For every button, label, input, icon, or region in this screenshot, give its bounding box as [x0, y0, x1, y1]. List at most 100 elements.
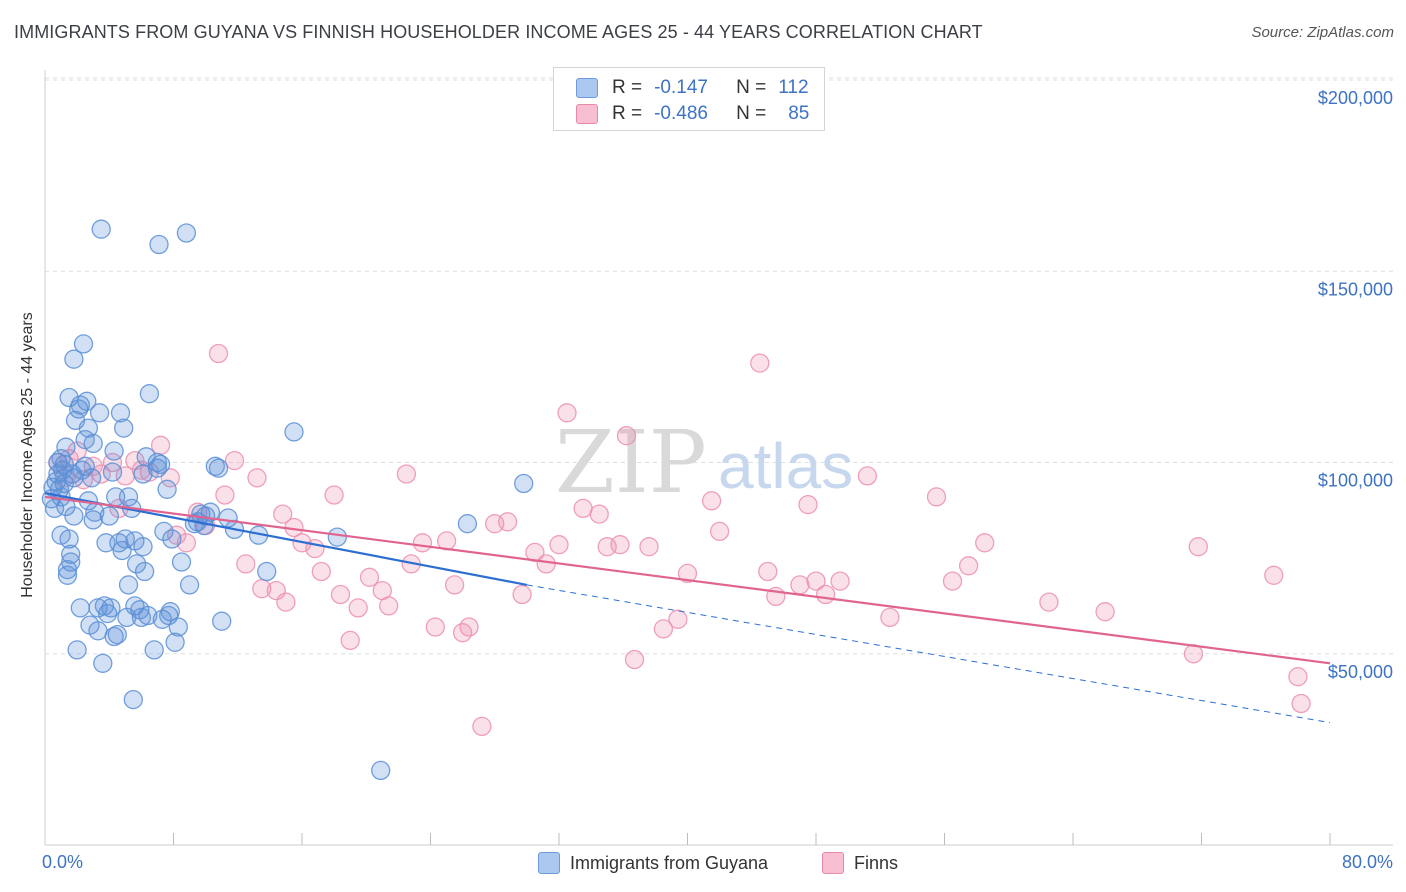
finns-point [379, 596, 399, 616]
guyana-point [83, 510, 103, 530]
bottom-legend-label-guyana: Immigrants from Guyana [570, 852, 769, 873]
guyana-point [75, 456, 95, 476]
finns-point [668, 609, 688, 629]
guyana-point [112, 540, 132, 561]
finns-point [639, 537, 659, 557]
legend-r-label: R = [612, 77, 643, 98]
guyana-point [208, 458, 229, 478]
guyana-point [171, 552, 192, 572]
guyana-point [327, 527, 347, 547]
guyana-point [150, 454, 171, 475]
watermark-atlas: atlas [718, 430, 853, 502]
finns-point [589, 504, 609, 524]
y-tick-label: $200,000 [1318, 88, 1393, 108]
finns-point [425, 617, 445, 637]
finns-point [444, 575, 465, 595]
y-tick-label: $50,000 [1328, 662, 1393, 682]
legend-n-label: N = [736, 103, 767, 124]
guyana-point [118, 575, 139, 595]
finns-point [396, 464, 417, 484]
guyana-point [114, 418, 134, 438]
finns-point [857, 466, 878, 486]
guyana-point [179, 575, 200, 595]
finns-point [677, 563, 698, 584]
guyana-point [59, 529, 79, 549]
guyana-point [81, 468, 102, 488]
finns-point [208, 343, 229, 364]
guyana-point [73, 334, 94, 354]
guyana-point [61, 544, 81, 564]
guyana-point [88, 621, 108, 641]
finns-point [1039, 592, 1059, 612]
finns-point [701, 491, 722, 511]
axes [44, 70, 1393, 846]
guyana-point [64, 349, 84, 369]
finns-point [758, 561, 778, 582]
finns-point [610, 535, 630, 555]
x-ticks [173, 833, 1331, 845]
legend-swatch-finns [576, 104, 598, 124]
guyana-point [93, 653, 113, 673]
guyana-point [78, 418, 99, 438]
finns-point [750, 353, 770, 373]
legend-n-value: 85 [788, 103, 810, 124]
guyana-point [514, 473, 534, 494]
finns-point [472, 716, 492, 737]
guyana-point [162, 529, 182, 549]
guyana-point [457, 514, 478, 534]
guyana-point [104, 441, 124, 461]
guyana-point [83, 433, 103, 454]
guyana-point [147, 452, 168, 473]
finns-point [1288, 667, 1308, 687]
finns-point [215, 485, 235, 505]
guyana-point [154, 521, 174, 542]
finns-point [497, 512, 518, 532]
chart-title: IMMIGRANTS FROM GUYANA VS FINNISH HOUSEH… [14, 22, 983, 42]
finns-point [624, 649, 645, 670]
guyana-point [284, 422, 304, 442]
guyana-point [165, 632, 185, 652]
guyana-point [70, 598, 90, 618]
guyana-point [56, 437, 76, 457]
finns-trendline [44, 495, 1331, 665]
finns-point [815, 584, 836, 605]
guyana-point [138, 605, 158, 626]
finns-points [48, 343, 1311, 737]
finns-point [557, 403, 577, 423]
guyana-point [91, 219, 111, 239]
guyana-point [160, 602, 180, 622]
finns-point [1291, 693, 1311, 714]
guyana-point [67, 640, 87, 660]
guyana-point [257, 561, 277, 582]
finns-point [958, 556, 979, 576]
guyana-trendline-extension [526, 584, 1331, 724]
finns-point [806, 571, 826, 591]
guyana-point [77, 391, 97, 411]
finns-point [975, 533, 995, 553]
finns-point [798, 494, 818, 515]
finns-point [160, 468, 180, 488]
guyana-point [104, 626, 124, 647]
finns-point [790, 575, 810, 595]
guyana-point [134, 561, 155, 582]
legend-r-label: R = [612, 103, 643, 124]
legend-n-value: 112 [778, 77, 809, 98]
finns-point [512, 584, 532, 605]
finns-point [359, 567, 380, 587]
legend-row-finns: R = -0.486 N = 85 [576, 102, 809, 126]
guyana-point [54, 454, 74, 475]
watermark: ZIP atlas [555, 413, 853, 513]
guyana-point [89, 403, 110, 423]
finns-point [459, 617, 479, 637]
guyana-points [41, 219, 534, 781]
guyana-point [157, 479, 177, 499]
watermark-zip: ZIP [555, 413, 707, 513]
finns-point [709, 521, 730, 542]
finns-point [276, 592, 296, 612]
legend-row-guyana: R = -0.147 N = 112 [576, 76, 809, 100]
guyana-point [118, 487, 139, 507]
guyana-point [107, 624, 127, 645]
guyana-point [371, 760, 391, 781]
legend-n-label: N = [736, 77, 767, 98]
finns-point [1188, 537, 1208, 557]
